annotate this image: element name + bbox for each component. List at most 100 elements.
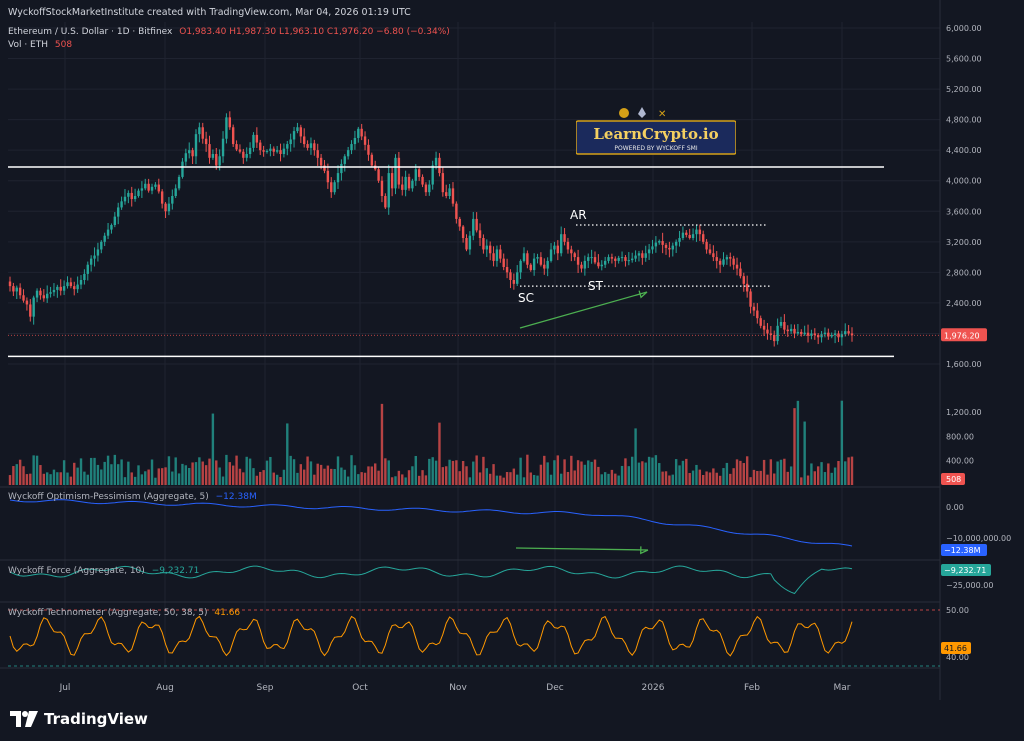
volume-bar <box>482 456 485 485</box>
candle-body <box>15 287 18 292</box>
volume-bar <box>350 455 353 485</box>
volume-bar <box>289 455 292 485</box>
candle-body <box>421 176 424 185</box>
volume-bar <box>762 459 766 485</box>
volume-bar <box>546 462 549 485</box>
volume-bar <box>816 466 820 485</box>
volume-bar <box>316 463 319 485</box>
candle-body <box>580 264 583 269</box>
volume-bar <box>133 476 137 485</box>
candle-body <box>658 241 661 243</box>
candle-body <box>282 148 286 154</box>
volume-bar <box>671 474 674 485</box>
candle-body <box>296 127 299 132</box>
candle-body <box>319 157 323 166</box>
candle-body <box>228 117 231 128</box>
candle-body <box>813 333 817 335</box>
candle-body <box>35 290 39 298</box>
volume-bar <box>637 462 641 485</box>
candle-body <box>637 253 641 256</box>
candle-body <box>343 156 346 164</box>
volume-bar <box>576 460 580 485</box>
candle-body <box>299 127 303 137</box>
candle-body <box>600 264 603 267</box>
volume-bar <box>434 460 438 485</box>
candle-body <box>164 203 167 212</box>
candle-body <box>458 218 461 227</box>
candle-body <box>235 144 238 150</box>
price-trend-arrow <box>519 291 648 329</box>
svg-text:✕: ✕ <box>658 109 666 120</box>
volume-bar <box>837 461 840 485</box>
volume-bar <box>779 459 783 485</box>
volume-bar <box>218 467 221 485</box>
candle-body <box>18 287 22 296</box>
candle-body <box>62 286 66 291</box>
candle-body <box>827 332 830 337</box>
candle-body <box>289 139 292 145</box>
volume-bar <box>668 475 671 485</box>
price-axis-label: 5,600.00 <box>946 55 982 64</box>
candle-body <box>485 245 488 250</box>
candle-body <box>367 144 370 155</box>
candle-body <box>22 295 25 301</box>
candle-body <box>201 127 204 139</box>
volume-bar <box>749 477 752 485</box>
candle-body <box>603 260 607 265</box>
candle-body <box>208 144 211 158</box>
indicator-trend-arrow <box>515 547 649 551</box>
volume-bar <box>745 456 749 485</box>
indicator-trend-arrow-head <box>640 546 649 555</box>
volume-bar <box>448 459 451 485</box>
candle-body <box>56 286 59 290</box>
volume-bar <box>272 472 275 485</box>
candle-body <box>49 292 52 294</box>
candle-body <box>350 144 353 151</box>
candle-body <box>150 186 154 191</box>
candle-body <box>255 134 259 143</box>
candle-body <box>103 235 106 242</box>
chart-background <box>0 0 1024 700</box>
volume-bar <box>140 474 144 485</box>
candle-body <box>482 238 485 250</box>
volume-bar <box>844 461 847 485</box>
price-axis-label: 3,600.00 <box>946 207 982 216</box>
volume-bar <box>265 460 269 485</box>
volume-bar <box>722 468 725 485</box>
volume-bar <box>516 474 519 485</box>
volume-bar <box>580 461 583 485</box>
candle-body <box>438 157 441 174</box>
candle-body <box>424 184 428 193</box>
candle-body <box>745 283 749 292</box>
volume-bar <box>651 457 654 485</box>
candle-body <box>478 230 482 238</box>
candle-body <box>522 253 526 261</box>
volume-bar <box>590 461 593 485</box>
volume-axis-label: 400.00 <box>946 457 974 466</box>
candle-body <box>218 156 221 166</box>
volume-bar <box>127 461 130 485</box>
volume-bar <box>600 474 603 485</box>
volume-bar <box>522 477 526 485</box>
candle-body <box>641 253 644 258</box>
candle-body <box>668 247 671 250</box>
candle-body <box>461 226 465 238</box>
volume-bar <box>137 465 140 485</box>
candle-body <box>306 144 309 148</box>
tradingview-logo[interactable]: TradingView <box>10 710 148 728</box>
volume-bar <box>695 464 698 485</box>
volume-bar <box>631 456 634 485</box>
volume-bar <box>773 473 776 485</box>
price-axis-label: 5,200.00 <box>946 85 982 94</box>
candle-body <box>749 291 752 307</box>
volume-bar <box>39 465 42 485</box>
candle-body <box>231 127 235 145</box>
volume-bar <box>86 474 89 485</box>
volume-bar <box>573 470 576 485</box>
volume-bar <box>367 466 370 485</box>
volume-bar <box>438 422 441 485</box>
volume-bar <box>793 408 796 485</box>
volume-bar <box>238 468 242 485</box>
volume-bar <box>96 464 100 485</box>
